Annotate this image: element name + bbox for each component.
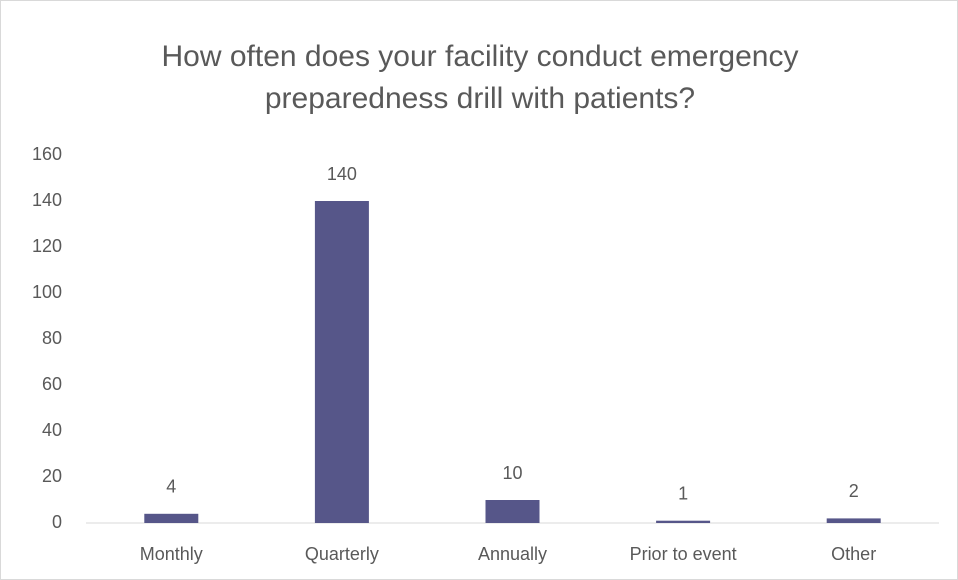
y-tick-label: 20	[42, 466, 62, 486]
bar	[656, 520, 711, 523]
data-label: 4	[166, 477, 176, 497]
bar	[314, 201, 369, 523]
x-tick-label: Annually	[478, 544, 547, 564]
y-tick-label: 140	[32, 190, 62, 210]
data-label: 1	[678, 483, 688, 503]
y-tick-label: 80	[42, 328, 62, 348]
y-tick-label: 60	[42, 374, 62, 394]
bar	[144, 513, 199, 523]
y-tick-label: 40	[42, 420, 62, 440]
x-tick-label: Quarterly	[305, 544, 379, 564]
data-label: 140	[327, 164, 357, 184]
chart-title: How often does your facility conduct eme…	[161, 40, 799, 115]
y-tick-label: 120	[32, 236, 62, 256]
data-label: 10	[502, 463, 522, 483]
y-tick-label: 0	[52, 512, 62, 532]
bar	[826, 518, 881, 523]
data-label: 2	[849, 481, 859, 501]
y-tick-label: 160	[32, 144, 62, 164]
x-tick-label: Prior to event	[630, 544, 737, 564]
y-tick-label: 100	[32, 282, 62, 302]
bar	[485, 500, 540, 523]
x-tick-label: Monthly	[140, 544, 203, 564]
x-tick-label: Other	[831, 544, 876, 564]
